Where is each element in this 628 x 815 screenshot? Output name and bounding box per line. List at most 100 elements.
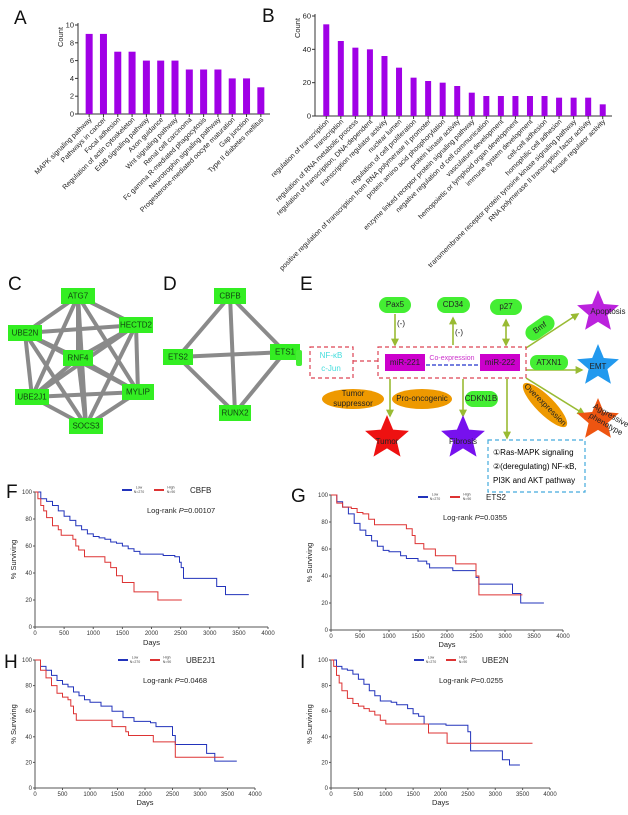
bar [243,78,251,114]
y-tick-label: 4 [70,74,74,83]
node-mylip: MYLIP [122,384,154,400]
pro-oncogenic-label: Pro-oncogenic [396,394,448,403]
bar [381,56,388,116]
edge [31,390,139,399]
svg-text:CD34: CD34 [443,300,464,309]
x-tick-label: 2000 [434,792,448,798]
bar [454,86,461,116]
node-pax5: Pax5 [379,297,411,313]
bar [468,92,475,116]
legend-label: High [163,656,170,660]
x-tick-label: 500 [59,631,70,637]
bar [85,33,93,114]
pathway-box [487,439,586,493]
x-tick-label: 3500 [516,792,530,798]
x-tick-label: 3500 [232,631,246,637]
networks-layer: ATG7 HECTD2 UBE2N RNF4 MYLIP UBE2J1 SOCS3 CBFB E… [8,288,300,434]
y-tick-label: 20 [321,760,328,766]
x-tick-label: 4000 [556,634,570,640]
node-atg7: ATG7 [61,288,95,304]
y-tick-label: 20 [321,601,328,607]
mir221-label: miR-221 [390,358,421,367]
x-tick-label: 1500 [406,792,420,798]
node-rnf4: RNF4 [63,350,93,366]
x-tick-label: 3500 [527,634,541,640]
x-axis-label: Days [143,638,160,647]
legend-label: High [167,486,174,490]
svg-text:Pax5: Pax5 [386,300,405,309]
y-axis-label: % Surviving [9,540,18,580]
x-tick-label: 1500 [116,631,130,637]
y-tick-label: 0 [325,628,329,634]
gene-label: UBE2N [482,656,509,665]
y-axis-label: % Surviving [9,704,18,744]
x-tick-label: 2500 [469,634,483,640]
panel-label-c: C [8,274,22,295]
tumor-suppressor-label-2: suppressor [333,399,373,408]
tumor-label: Tumor [376,437,399,446]
svg-text:p27: p27 [499,302,513,311]
node-p27: p27 [490,299,522,315]
x-tick-label: 1500 [111,792,125,798]
bar [214,69,222,114]
bar [99,33,107,114]
node-cd34: CD34 [437,297,470,313]
panel-label-g: G [291,486,306,507]
edge [134,324,140,393]
svg-text:ATXN1: ATXN1 [536,358,562,367]
logrank-label: Log-rank P=0.0255 [439,676,503,685]
mir221-node [385,354,425,371]
x-tick-label: 3000 [193,792,207,798]
bar [228,78,236,114]
node-socs3: SOCS3 [69,418,103,434]
tumor-star [365,415,409,457]
y-tick-label: 80 [25,517,32,523]
y-tick-label: 20 [25,760,32,766]
legend-n: N=90 [163,660,172,664]
legend-n: N=270 [426,660,436,664]
nfkb-box [309,346,354,379]
node-label: ETS1 [275,348,296,357]
node-label: HECTD2 [120,321,153,330]
y-tick-label: 60 [25,544,32,550]
edge [24,323,137,335]
bar [257,87,265,114]
y-tick-label: 100 [318,658,329,664]
pathway-line-2: ②(deregulating) NF-κB, [493,462,577,471]
y-tick-label: 0 [325,786,329,792]
x-tick-label: 2500 [174,631,188,637]
panel-label-b: B [262,6,275,27]
x-tick-label: 3000 [489,792,503,798]
node-label: RNF4 [68,354,89,363]
node-ets2: ETS2 [163,349,193,365]
y-tick-label: 60 [303,12,311,21]
node-label: UBE2J1 [17,393,47,402]
bar [483,96,490,116]
legend-label: High [459,656,466,660]
mir222-label: miR-222 [485,358,516,367]
y-tick-label: 0 [29,625,33,631]
coexpression-label: Co-expression [429,355,474,362]
bar [497,96,504,116]
legend-label: Low [136,486,143,490]
node-label: CBFB [219,292,240,301]
panel-label-i: I [300,652,305,673]
node-cdkn1b: CDKN1B [465,391,498,407]
pathway-line-1: ①Ras-MAPK signaling [493,448,574,457]
y-tick-label: 0 [70,110,74,119]
survival-curve-low [331,494,544,604]
y-tick-label: 0 [307,112,311,121]
bar [410,77,417,116]
panel-label-d: D [163,274,177,295]
network-c: ATG7 HECTD2 UBE2N RNF4 MYLIP UBE2J1 SOCS3 [8,288,154,434]
edge [177,350,286,359]
panel-label-a: A [14,8,27,29]
gene-label: CBFB [190,486,211,495]
survival-curve-high [35,659,224,758]
legend-label: Low [432,493,439,497]
mirna-diagram: (-) (-) Pax5 CD34 p27 Bmf ATXN1 CDKN1B N… [296,290,628,493]
inhibit-label-cd34: (-) [455,328,463,337]
legend-label: High [463,493,470,497]
